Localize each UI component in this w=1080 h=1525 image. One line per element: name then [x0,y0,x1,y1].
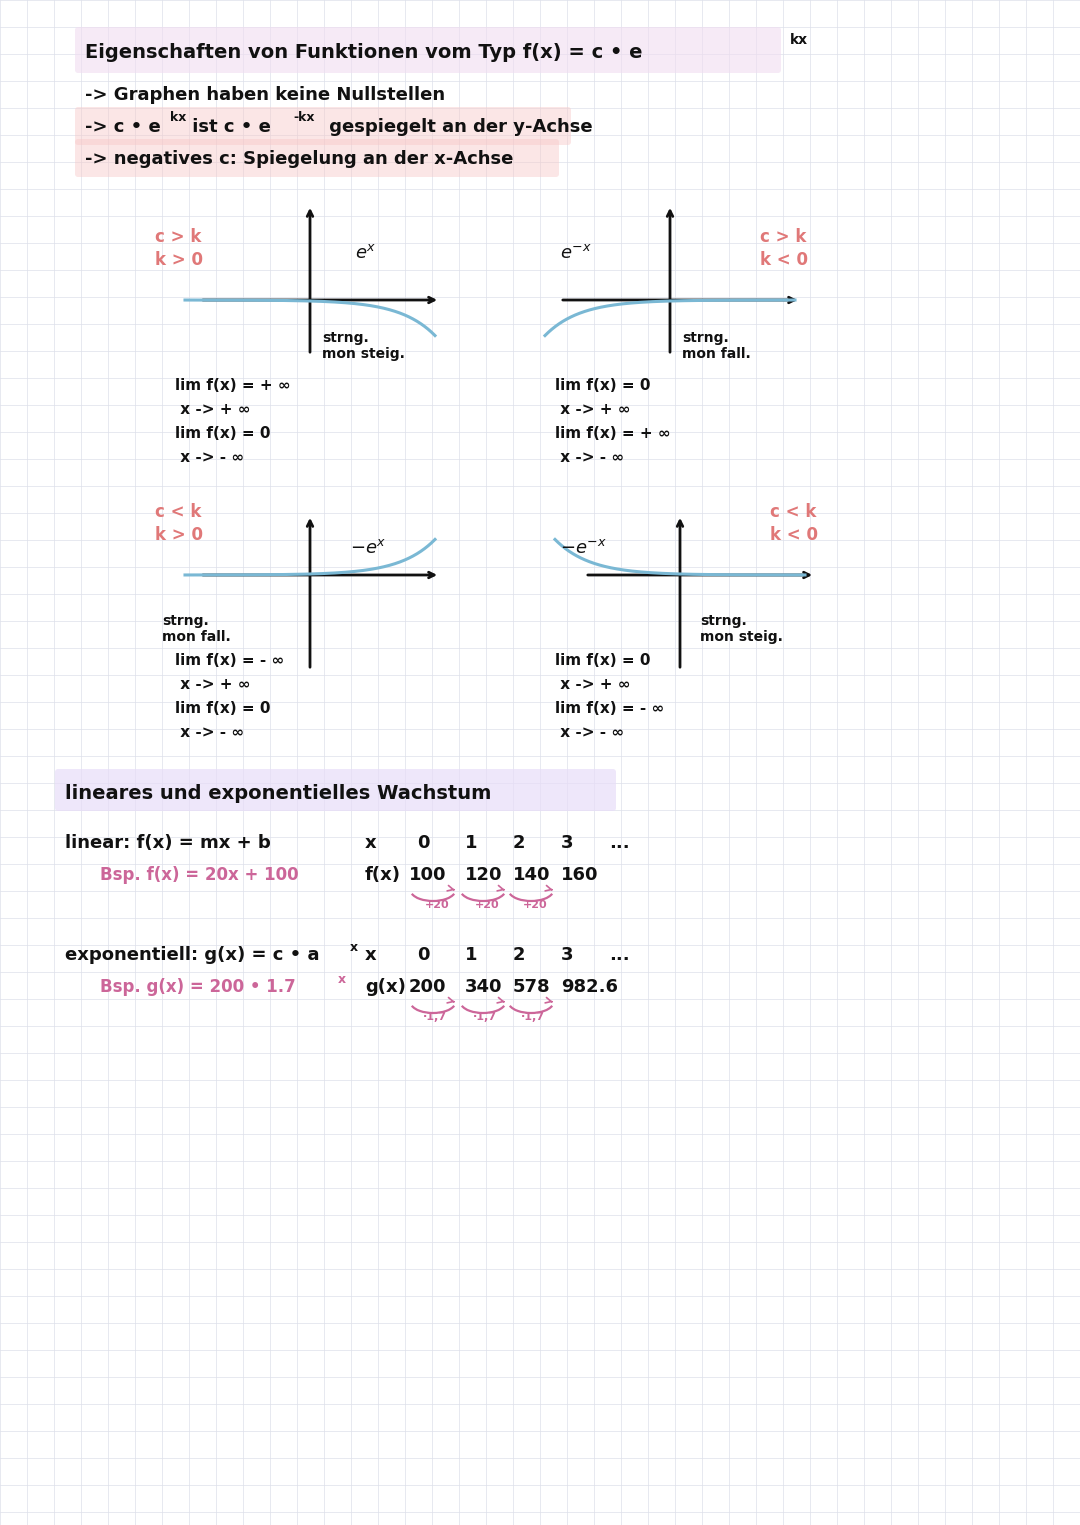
Text: 200: 200 [409,978,446,996]
Text: lim f(x) = + ∞: lim f(x) = + ∞ [555,425,671,441]
Text: strng.: strng. [700,615,746,628]
Text: x -> + ∞: x -> + ∞ [555,677,631,692]
Text: x -> + ∞: x -> + ∞ [555,403,631,416]
FancyBboxPatch shape [75,27,781,73]
Text: +20: +20 [426,900,449,910]
Text: lineares und exponentielles Wachstum: lineares und exponentielles Wachstum [65,784,491,804]
Text: strng.: strng. [322,331,368,345]
Text: $e^x$: $e^x$ [355,244,377,262]
Text: 1: 1 [465,834,477,852]
Text: c > k: c > k [760,229,807,246]
Text: x: x [365,946,377,964]
Text: $-e^x$: $-e^x$ [350,538,387,557]
Text: Eigenschaften von Funktionen vom Typ f(x) = c • e: Eigenschaften von Funktionen vom Typ f(x… [85,43,643,63]
Text: 120: 120 [465,866,502,884]
Text: 100: 100 [409,866,446,884]
Text: mon fall.: mon fall. [681,348,751,361]
Text: 0: 0 [417,946,430,964]
Text: 1: 1 [465,946,477,964]
FancyBboxPatch shape [75,107,571,145]
Text: mon steig.: mon steig. [322,348,405,361]
Text: x -> - ∞: x -> - ∞ [175,724,244,740]
Text: kx: kx [789,34,808,47]
Text: linear: f(x) = mx + b: linear: f(x) = mx + b [65,834,271,852]
Text: ist c • e: ist c • e [186,117,271,136]
Text: x: x [350,941,359,955]
Text: +20: +20 [475,900,500,910]
Text: -> negatives c: Spiegelung an der x-Achse: -> negatives c: Spiegelung an der x-Achs… [85,149,513,168]
Text: x -> - ∞: x -> - ∞ [175,450,244,465]
Text: k > 0: k > 0 [156,252,203,268]
Text: +20: +20 [523,900,548,910]
Text: $-e^{-x}$: $-e^{-x}$ [561,538,607,557]
Text: k < 0: k < 0 [760,252,808,268]
Text: mon fall.: mon fall. [162,630,231,644]
Text: exponentiell: g(x) = c • a: exponentiell: g(x) = c • a [65,946,320,964]
Text: 982.6: 982.6 [561,978,618,996]
Text: x -> - ∞: x -> - ∞ [555,724,624,740]
Text: x: x [338,973,346,987]
Text: -> c • e: -> c • e [85,117,161,136]
Text: x: x [365,834,377,852]
Text: k < 0: k < 0 [770,526,818,544]
Text: x -> + ∞: x -> + ∞ [175,677,251,692]
FancyBboxPatch shape [55,769,616,811]
Text: Bsp. g(x) = 200 • 1.7: Bsp. g(x) = 200 • 1.7 [100,978,296,996]
Text: 160: 160 [561,866,598,884]
Text: c < k: c < k [156,503,201,522]
Text: c > k: c > k [156,229,201,246]
Text: strng.: strng. [162,615,208,628]
Text: ·1,7: ·1,7 [473,1013,497,1022]
Text: 0: 0 [417,834,430,852]
Text: ·1,7: ·1,7 [423,1013,447,1022]
Text: -> Graphen haben keine Nullstellen: -> Graphen haben keine Nullstellen [85,85,445,104]
Text: x -> - ∞: x -> - ∞ [555,450,624,465]
Text: 340: 340 [465,978,502,996]
FancyBboxPatch shape [75,139,559,177]
Text: 578: 578 [513,978,551,996]
Text: -kx: -kx [293,111,314,124]
Text: lim f(x) = - ∞: lim f(x) = - ∞ [175,653,284,668]
Text: $e^{-x}$: $e^{-x}$ [561,244,592,262]
Text: Bsp. f(x) = 20x + 100: Bsp. f(x) = 20x + 100 [100,866,299,884]
Text: 2: 2 [513,946,526,964]
Text: lim f(x) = 0: lim f(x) = 0 [555,653,650,668]
Text: x -> + ∞: x -> + ∞ [175,403,251,416]
Text: 2: 2 [513,834,526,852]
Text: 140: 140 [513,866,551,884]
Text: lim f(x) = + ∞: lim f(x) = + ∞ [175,378,291,393]
Text: f(x): f(x) [365,866,401,884]
Text: ...: ... [609,834,630,852]
Text: 3: 3 [561,834,573,852]
Text: gespiegelt an der y-Achse: gespiegelt an der y-Achse [323,117,593,136]
Text: strng.: strng. [681,331,729,345]
Text: lim f(x) = 0: lim f(x) = 0 [555,378,650,393]
Text: ·1,7: ·1,7 [521,1013,545,1022]
Text: lim f(x) = 0: lim f(x) = 0 [175,702,270,717]
Text: kx: kx [170,111,187,124]
Text: lim f(x) = 0: lim f(x) = 0 [175,425,270,441]
Text: c < k: c < k [770,503,816,522]
Text: ...: ... [609,946,630,964]
Text: k > 0: k > 0 [156,526,203,544]
Text: 3: 3 [561,946,573,964]
Text: mon steig.: mon steig. [700,630,783,644]
Text: lim f(x) = - ∞: lim f(x) = - ∞ [555,702,664,717]
Text: g(x): g(x) [365,978,406,996]
